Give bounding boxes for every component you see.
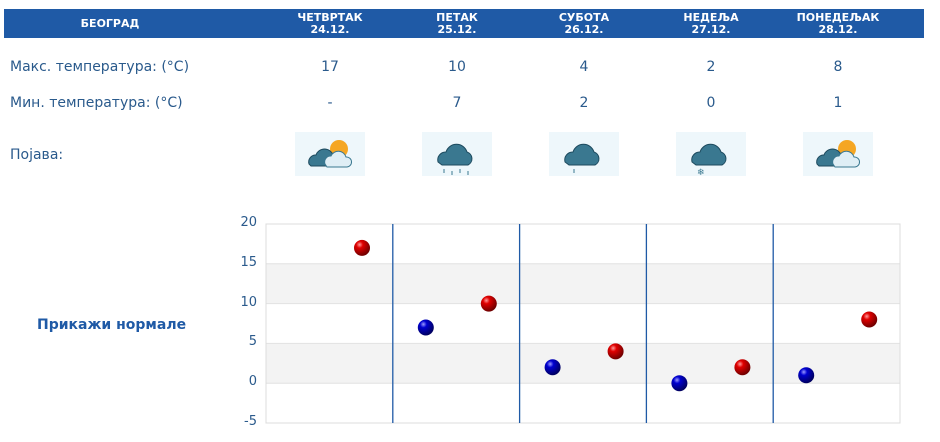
day-header: СУБОТА 26.12. xyxy=(529,9,639,38)
grid-band xyxy=(266,263,900,304)
max-temp-point xyxy=(480,295,497,312)
max-temp-point xyxy=(734,359,751,376)
min-temp-point xyxy=(417,319,434,336)
min-temp-value: - xyxy=(327,95,333,111)
y-tick-label: 15 xyxy=(240,254,257,270)
max-temp-value: 10 xyxy=(448,59,466,75)
svg-text:❄: ❄ xyxy=(697,168,705,176)
partly-cloudy-icon xyxy=(295,132,365,176)
day-date: 26.12. xyxy=(564,22,604,36)
max-temp-point xyxy=(607,343,624,360)
min-temp-value: 1 xyxy=(833,95,843,111)
min-temp-point xyxy=(671,375,688,392)
max-temp-value: 8 xyxy=(833,59,843,75)
y-tick-label: 20 xyxy=(240,215,257,230)
light-rain-icon xyxy=(549,132,619,176)
snow-icon: ❄ xyxy=(676,132,746,178)
y-tick-label: 5 xyxy=(248,334,257,350)
y-tick-label: -5 xyxy=(244,414,257,429)
min-temp-value: 0 xyxy=(706,95,716,111)
day-name: НЕДЕЉА xyxy=(683,10,739,24)
min-temp-value: 2 xyxy=(579,95,589,111)
header-bar: БЕОГРАД ЧЕТВРТАК 24.12. ПЕТАК 25.12. СУБОТА 2… xyxy=(4,9,924,38)
y-tick-label: 10 xyxy=(240,294,257,310)
city-name: БЕОГРАД xyxy=(80,16,140,30)
y-tick-label: 0 xyxy=(248,374,257,390)
rain-icon xyxy=(422,132,492,176)
day-date: 28.12. xyxy=(818,22,858,36)
day-date: 25.12. xyxy=(437,22,477,36)
day-date: 24.12. xyxy=(310,22,350,36)
day-header: ЧЕТВРТАК 24.12. xyxy=(275,9,385,38)
plot-border xyxy=(265,223,901,424)
day-name: ПЕТАК xyxy=(436,10,478,24)
grid-band xyxy=(266,343,900,384)
min-temp-point xyxy=(544,359,561,376)
max-temp-label: Макс. температура: (°C) xyxy=(10,59,190,75)
day-name: СУБОТА xyxy=(558,10,610,24)
day-header: ПЕТАК 25.12. xyxy=(402,9,512,38)
min-temp-point xyxy=(798,367,815,384)
day-date: 27.12. xyxy=(691,22,731,36)
min-temp-label: Мин. температура: (°C) xyxy=(10,95,183,111)
max-temp-value: 2 xyxy=(706,59,716,75)
day-name: ПОНЕДЕЉАК xyxy=(796,10,880,24)
max-temp-point xyxy=(861,311,878,328)
day-header: ПОНЕДЕЉАК 28.12. xyxy=(783,9,893,38)
max-temp-value: 17 xyxy=(321,59,339,75)
day-header: НЕДЕЉА 27.12. xyxy=(656,9,766,38)
show-normals-link[interactable]: Прикажи нормале xyxy=(37,317,187,333)
max-temp-value: 4 xyxy=(579,59,589,75)
min-temp-value: 7 xyxy=(452,95,462,111)
partly-cloudy-icon xyxy=(803,132,873,176)
max-temp-point xyxy=(354,239,370,256)
phenomenon-label: Појава: xyxy=(10,147,64,163)
day-name: ЧЕТВРТАК xyxy=(297,10,363,24)
